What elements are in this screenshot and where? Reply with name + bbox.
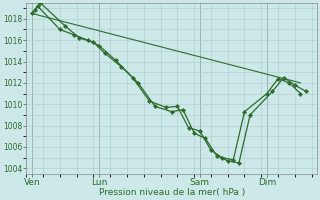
X-axis label: Pression niveau de la mer( hPa ): Pression niveau de la mer( hPa ) bbox=[99, 188, 245, 197]
